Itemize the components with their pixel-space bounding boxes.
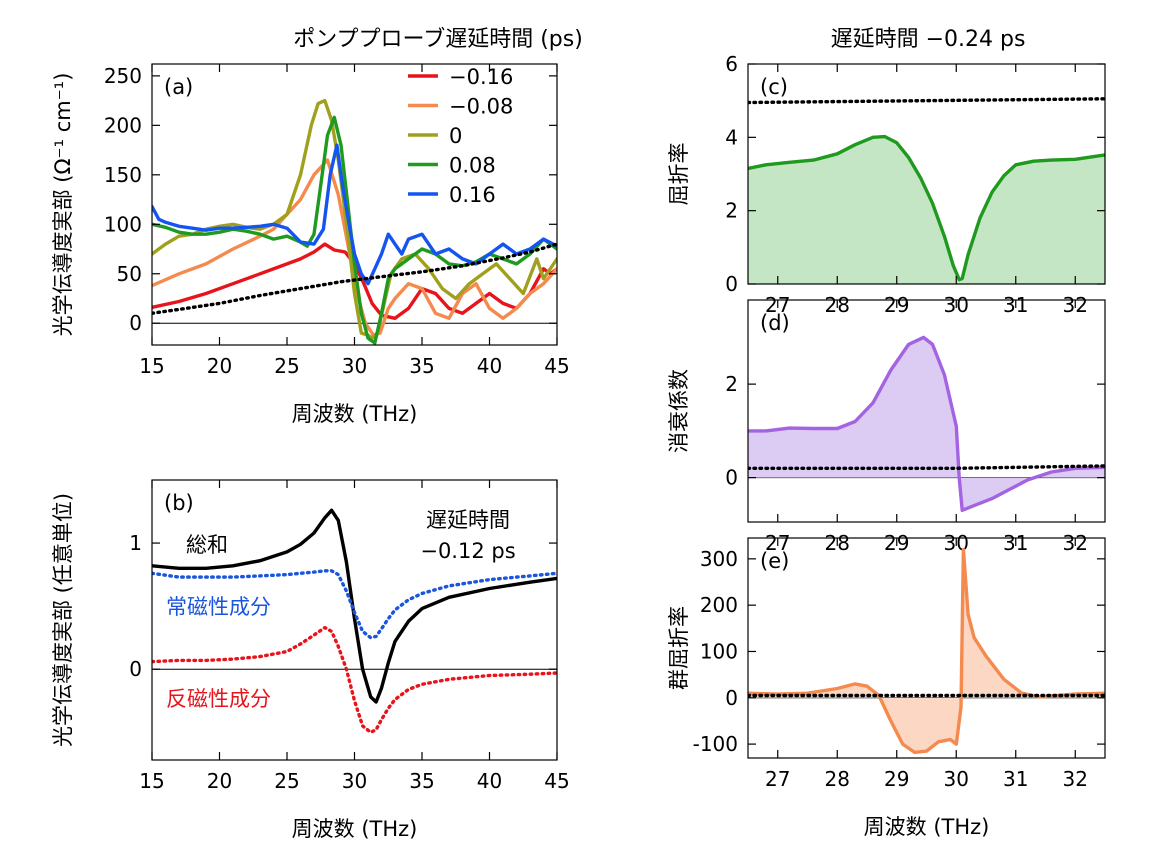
x-tick-label: 30: [342, 354, 367, 378]
x-tick-label: 25: [274, 354, 299, 378]
y-tick-label: 2: [725, 199, 738, 223]
legend-label: −0.08: [449, 95, 513, 119]
y-tick-label: 2: [725, 372, 738, 396]
x-tick-label: 20: [207, 769, 232, 793]
component-label: 常磁性成分: [166, 595, 271, 619]
x-tick-label: 40: [477, 354, 502, 378]
y-tick-label: 0: [129, 311, 142, 335]
y-tick-label: 300: [700, 547, 738, 571]
series-line-0.16: [152, 143, 557, 286]
legend-label: 0: [449, 124, 462, 148]
x-tick-label: 27: [765, 767, 790, 791]
x-tick-label: 28: [825, 767, 850, 791]
legend-label: 0.16: [449, 183, 496, 207]
series-line-常磁性成分: [152, 569, 557, 640]
panel-a: 15 20 25 30 35 40 45 0 50 100 150 200 250 (a) 周波数 (THz…: [51, 63, 570, 426]
y-axis-label: 光学伝導度実部 (任意単位): [51, 493, 75, 747]
y-tick-label: 0: [725, 272, 738, 296]
x-tick-label: 29: [884, 767, 909, 791]
y-tick-label: 200: [700, 593, 738, 617]
y-tick-label: 200: [104, 113, 142, 137]
x-tick-label: 25: [274, 769, 299, 793]
header-a: ポンププローブ遅延時間 (ps): [293, 27, 583, 52]
x-axis-label: 周波数 (THz): [292, 402, 418, 426]
x-tick-label: 15: [139, 354, 164, 378]
panel-label: (b): [164, 491, 194, 515]
x-tick-label: 45: [544, 354, 569, 378]
series-area-0: [748, 337, 1105, 511]
x-tick-label: 35: [409, 769, 434, 793]
series-line-総和: [152, 508, 557, 704]
series-line-5: [152, 242, 557, 315]
y-axis-label: 屈折率: [667, 143, 691, 206]
component-label: 反磁性成分: [166, 687, 271, 711]
component-label: 総和: [186, 533, 228, 557]
y-tick-label: 4: [725, 125, 738, 149]
panel-label: (a): [164, 75, 193, 99]
series-line-1: [748, 97, 1105, 105]
y-tick-label: 0: [725, 466, 738, 490]
panel-b: 15 20 25 30 35 40 45 0 1 (b) 周波数 (THz) 光学伝導度実部 (任意単…: [51, 479, 570, 841]
x-axis-label: 周波数 (THz): [292, 817, 418, 841]
y-tick-label: 6: [725, 52, 738, 76]
series-line-0: [152, 98, 557, 340]
panel-label: (e): [760, 549, 789, 573]
y-tick-label: 50: [117, 262, 142, 286]
x-tick-label: 32: [1063, 767, 1088, 791]
panel-label: (d): [760, 311, 790, 335]
series-area-0: [748, 136, 1105, 284]
series-line-反磁性成分: [152, 625, 557, 734]
y-axis-label: 消衰係数: [667, 369, 691, 453]
y-tick-label: 0: [129, 657, 142, 681]
annotation-line-2: −0.12 ps: [420, 539, 515, 563]
panel-e: 27 28 29 30 31 32 -100 0 100 200 300 (e) 周波数 (THz) 群屈…: [667, 537, 1106, 839]
y-tick-label: 150: [104, 163, 142, 187]
series-line-1: [748, 464, 1105, 470]
y-tick-label: 100: [104, 212, 142, 236]
x-tick-label: 35: [409, 354, 434, 378]
y-tick-label: 1: [129, 531, 142, 555]
series-line-0: [748, 547, 1105, 755]
x-axis-label: 周波数 (THz): [864, 815, 990, 839]
y-axis-label: 群屈折率: [667, 606, 691, 690]
x-tick-label: 20: [207, 354, 232, 378]
annotation-line-1: 遅延時間: [426, 508, 510, 532]
series-line-0: [748, 134, 1105, 282]
y-axis-label: 光学伝導度実部 (Ω⁻¹ cm⁻¹): [51, 73, 75, 337]
series-line-0: [748, 335, 1105, 512]
legend-label: 0.08: [449, 154, 496, 178]
x-tick-label: 15: [139, 769, 164, 793]
x-tick-label: 31: [1003, 767, 1028, 791]
series-area-0: [748, 549, 1105, 753]
y-tick-label: 100: [700, 639, 738, 663]
x-tick-label: 30: [342, 769, 367, 793]
y-tick-label: -100: [693, 732, 738, 756]
plot-frame: [747, 63, 1106, 285]
y-tick-label: 250: [104, 64, 142, 88]
y-tick-label: 0: [725, 686, 738, 710]
header-right: 遅延時間 −0.24 ps: [831, 27, 1026, 52]
x-tick-label: 30: [944, 767, 969, 791]
x-tick-label: 40: [477, 769, 502, 793]
legend-label: −0.16: [449, 65, 513, 89]
plot-frame: [747, 537, 1106, 759]
plot-frame: [747, 299, 1106, 523]
x-tick-label: 45: [544, 769, 569, 793]
panel-label: (c): [760, 75, 788, 99]
